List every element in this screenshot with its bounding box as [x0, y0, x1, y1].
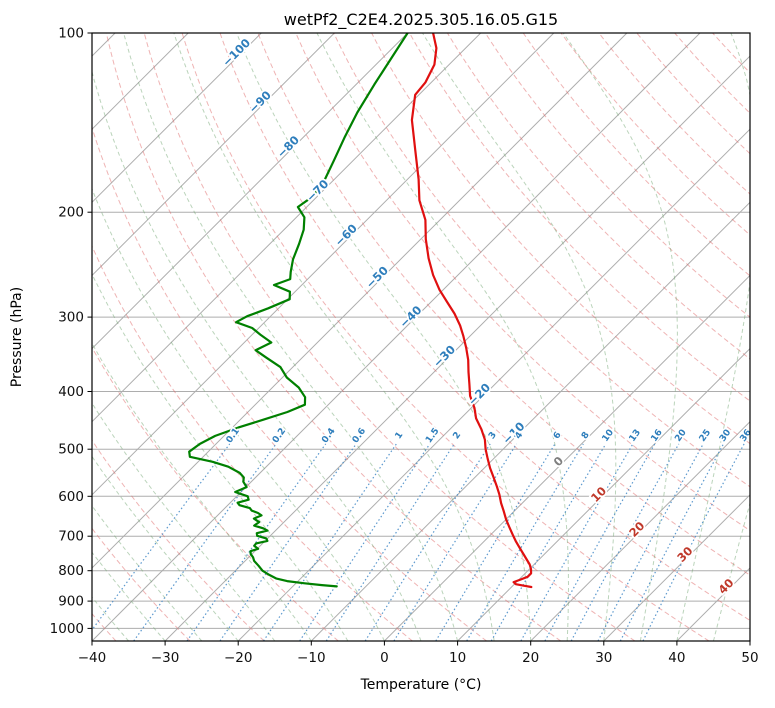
y-tick-label: 700: [58, 529, 84, 545]
x-tick-label: 30: [595, 650, 612, 666]
isotherm-label: −30: [430, 342, 458, 370]
temperature-line: [410, 33, 533, 589]
x-tick-label: −20: [224, 650, 253, 666]
x-tick-label: 50: [741, 650, 758, 666]
mixing-ratio-label: 6: [552, 430, 564, 441]
mixing-ratio-label: 1.5: [424, 426, 441, 445]
y-tick-label: 1000: [50, 621, 84, 637]
mixing-ratio-label: 0.1: [225, 426, 242, 445]
isobar-gridlines: [92, 33, 750, 629]
y-tick-label: 800: [58, 563, 84, 579]
mixing-ratio-label: 10: [601, 428, 616, 444]
isotherm-label: 40: [715, 576, 736, 597]
mixing-ratio-label: 0.6: [351, 426, 368, 445]
plot-frame: [91, 32, 751, 642]
mixing-ratio-label: 13: [628, 428, 643, 444]
dewpoint-line: [188, 33, 409, 588]
y-axis-label: Pressure (hPa): [9, 287, 25, 387]
mixing-ratio-label: 16: [649, 428, 664, 444]
y-tick-label: 100: [58, 26, 84, 42]
x-tick-label: −30: [151, 650, 180, 666]
mixing-ratio-label: 2: [451, 430, 463, 441]
x-axis-label: Temperature (°C): [360, 677, 482, 693]
y-axis: 100 200 300 400 500 600 700 800 900 1000: [50, 26, 92, 637]
y-tick-label: 500: [58, 442, 84, 458]
x-axis: −40 −30 −20 −10 0 10 20 30 40 50: [78, 641, 759, 666]
moist-adiabats: [92, 33, 750, 641]
mixing-ratio-label: 8: [580, 430, 592, 441]
x-tick-label: −40: [78, 650, 107, 666]
isotherm-label: 0: [551, 454, 567, 470]
profile-lines: [188, 33, 533, 589]
isotherm-label: 30: [674, 544, 695, 565]
mixing-ratio-label: 30: [718, 428, 733, 444]
y-tick-label: 600: [58, 489, 84, 505]
isotherm-label: −90: [246, 88, 274, 116]
x-tick-label: 20: [522, 650, 539, 666]
dry-adiabats: [92, 33, 750, 641]
isotherm-label: −60: [332, 221, 360, 249]
chart-title: wetPf2_C2E4.2025.305.16.05.G15: [284, 10, 558, 30]
isotherm-label: −10: [500, 419, 528, 447]
y-tick-label: 300: [58, 310, 84, 326]
isotherm-label: −50: [363, 263, 391, 291]
y-tick-label: 200: [58, 205, 84, 221]
y-tick-label: 900: [58, 594, 84, 610]
y-tick-label: 400: [58, 384, 84, 400]
mixing-ratio-label: 25: [698, 428, 713, 444]
x-tick-label: 10: [449, 650, 466, 666]
mixing-ratio-label: 3: [487, 430, 499, 441]
isotherm-label: −100: [219, 36, 253, 70]
x-tick-label: −10: [297, 650, 326, 666]
mixing-ratio-label: 20: [673, 428, 688, 444]
mixing-ratio-label: 1: [394, 430, 406, 441]
mixing-ratio-label: 0.4: [320, 426, 337, 445]
isotherm-label: −80: [274, 133, 302, 161]
isotherm-gridlines: [92, 33, 750, 641]
isotherm-label: 10: [588, 484, 609, 505]
x-tick-label: 0: [380, 650, 389, 666]
x-tick-label: 40: [668, 650, 685, 666]
